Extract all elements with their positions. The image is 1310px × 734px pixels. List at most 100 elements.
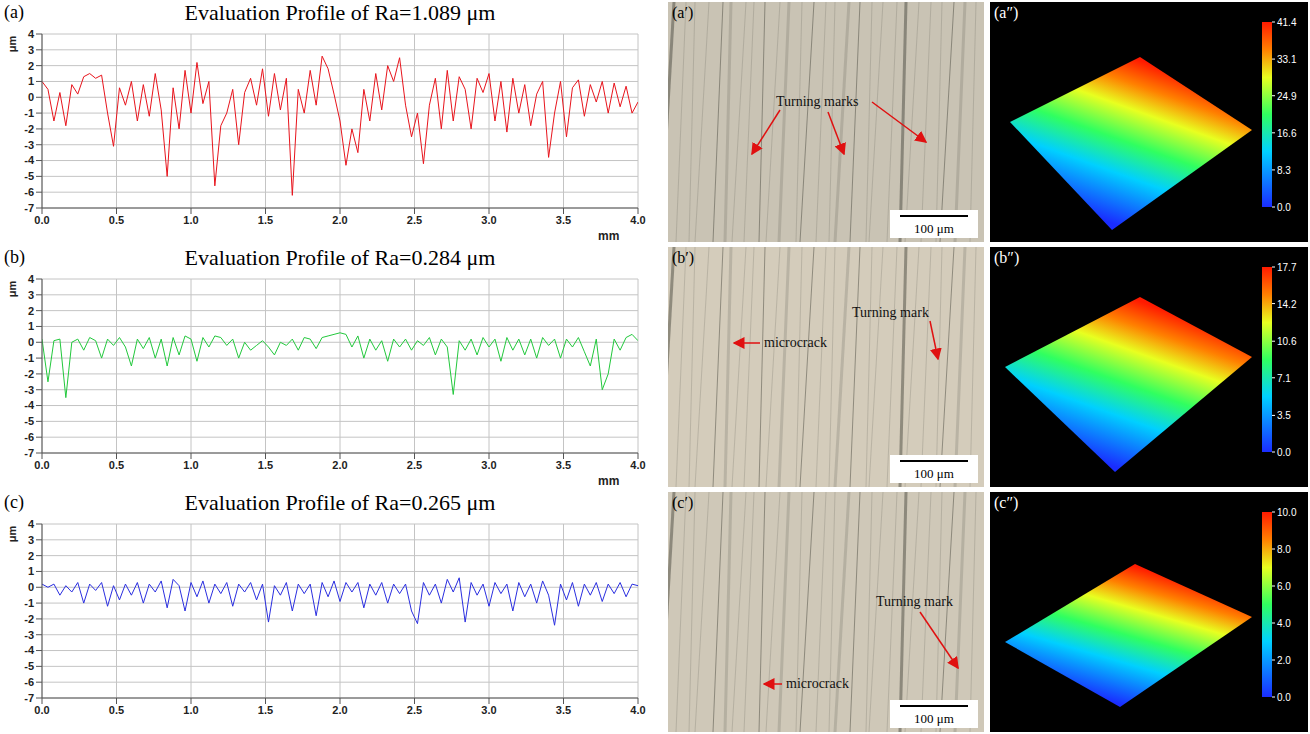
svg-text:2: 2 xyxy=(28,60,34,72)
svg-text:-1: -1 xyxy=(24,107,34,119)
svg-text:2.5: 2.5 xyxy=(407,459,422,471)
svg-text:0.0: 0.0 xyxy=(1277,202,1291,213)
svg-text:microcrack: microcrack xyxy=(764,335,827,350)
svg-text:4: 4 xyxy=(28,28,35,40)
svg-text:-5: -5 xyxy=(24,170,34,182)
svg-text:1.5: 1.5 xyxy=(258,214,273,226)
svg-text:1: 1 xyxy=(28,320,34,332)
svg-text:16.6: 16.6 xyxy=(1277,128,1297,139)
svg-text:2.0: 2.0 xyxy=(332,459,347,471)
svg-text:41.4: 41.4 xyxy=(1277,17,1297,28)
svg-text:1.5: 1.5 xyxy=(258,704,273,716)
svg-text:-5: -5 xyxy=(24,415,34,427)
svg-text:0.0: 0.0 xyxy=(34,704,49,716)
svg-text:3.5: 3.5 xyxy=(556,704,571,716)
svg-text:Turning marks: Turning marks xyxy=(776,94,858,109)
svg-text:33.1: 33.1 xyxy=(1277,54,1297,65)
svg-text:-2: -2 xyxy=(24,613,34,625)
svg-text:3.5: 3.5 xyxy=(1277,410,1291,421)
svg-text:3: 3 xyxy=(28,44,34,56)
svg-text:24.9: 24.9 xyxy=(1277,91,1297,102)
svg-text:-4: -4 xyxy=(24,154,35,166)
svg-text:-7: -7 xyxy=(24,202,34,214)
svg-text:100 μm: 100 μm xyxy=(914,221,954,236)
svg-text:0: 0 xyxy=(28,91,34,103)
svg-text:2.0: 2.0 xyxy=(1277,655,1291,666)
svg-text:2.0: 2.0 xyxy=(332,214,347,226)
svg-text:17.7: 17.7 xyxy=(1277,262,1297,273)
svg-text:1.0: 1.0 xyxy=(183,704,198,716)
svg-text:0.0: 0.0 xyxy=(1277,692,1291,703)
html-text:Evaluation Profile of Ra=1.089: Evaluation Profile of Ra=1.089 μm xyxy=(184,0,496,25)
svg-text:0.0: 0.0 xyxy=(1277,447,1291,458)
svg-text:-7: -7 xyxy=(24,447,34,459)
svg-text:4.0: 4.0 xyxy=(1277,618,1291,629)
svg-text:1.0: 1.0 xyxy=(183,214,198,226)
svg-text:-6: -6 xyxy=(24,676,34,688)
svg-text:4: 4 xyxy=(28,518,35,530)
html-text:(b): (b) xyxy=(4,247,25,267)
svg-text:1.5: 1.5 xyxy=(258,459,273,471)
svg-text:2.5: 2.5 xyxy=(407,704,422,716)
svg-text:4.0: 4.0 xyxy=(630,704,645,716)
html-text:Evaluation Profile of Ra=0.284: Evaluation Profile of Ra=0.284 μm xyxy=(184,245,496,270)
svg-text:2: 2 xyxy=(28,550,34,562)
svg-text:-2: -2 xyxy=(24,368,34,380)
html-text:Evaluation Profile of Ra=0.265: Evaluation Profile of Ra=0.265 μm xyxy=(184,490,496,515)
html-text:(c): (c) xyxy=(4,492,24,512)
svg-text:1.0: 1.0 xyxy=(183,459,198,471)
svg-text:microcrack: microcrack xyxy=(786,676,849,691)
svg-text:Turning mark: Turning mark xyxy=(876,594,953,609)
svg-text:100 μm: 100 μm xyxy=(914,466,954,481)
svg-text:-1: -1 xyxy=(24,352,34,364)
html-text:(a″): (a″) xyxy=(994,4,1019,21)
svg-text:-7: -7 xyxy=(24,692,34,704)
svg-text:-6: -6 xyxy=(24,431,34,443)
svg-text:100 μm: 100 μm xyxy=(914,711,954,726)
svg-text:3.0: 3.0 xyxy=(481,704,496,716)
svg-text:10.6: 10.6 xyxy=(1277,336,1297,347)
svg-text:4: 4 xyxy=(28,273,35,285)
svg-text:-3: -3 xyxy=(24,139,34,151)
svg-text:0: 0 xyxy=(28,336,34,348)
svg-text:3: 3 xyxy=(28,289,34,301)
svg-text:1: 1 xyxy=(28,565,34,577)
svg-text:4.0: 4.0 xyxy=(630,459,645,471)
html-text:(a): (a) xyxy=(4,2,24,22)
svg-text:3.5: 3.5 xyxy=(556,459,571,471)
html-text:(b″): (b″) xyxy=(994,249,1020,266)
svg-text:7.1: 7.1 xyxy=(1277,373,1291,384)
svg-text:0.5: 0.5 xyxy=(109,214,124,226)
svg-text:0: 0 xyxy=(28,581,34,593)
svg-text:6.0: 6.0 xyxy=(1277,581,1291,592)
html-text:(a′): (a′) xyxy=(672,4,694,21)
svg-text:8.3: 8.3 xyxy=(1277,165,1291,176)
svg-text:-3: -3 xyxy=(24,384,34,396)
html-text:(c′): (c′) xyxy=(672,494,694,511)
svg-text:10.0: 10.0 xyxy=(1277,507,1297,518)
svg-text:3.0: 3.0 xyxy=(481,214,496,226)
svg-text:3.5: 3.5 xyxy=(556,214,571,226)
svg-text:14.2: 14.2 xyxy=(1277,299,1297,310)
svg-text:-5: -5 xyxy=(24,660,34,672)
svg-text:-4: -4 xyxy=(24,644,35,656)
svg-text:0.5: 0.5 xyxy=(109,459,124,471)
svg-text:3: 3 xyxy=(28,534,34,546)
svg-text:0.0: 0.0 xyxy=(34,214,49,226)
svg-text:-4: -4 xyxy=(24,399,35,411)
svg-text:2.0: 2.0 xyxy=(332,704,347,716)
svg-text:1: 1 xyxy=(28,75,34,87)
svg-text:Turning mark: Turning mark xyxy=(852,305,929,320)
svg-text:0.5: 0.5 xyxy=(109,704,124,716)
svg-text:8.0: 8.0 xyxy=(1277,544,1291,555)
svg-text:-6: -6 xyxy=(24,186,34,198)
html-text:(b′): (b′) xyxy=(672,249,695,266)
svg-text:-1: -1 xyxy=(24,597,34,609)
svg-text:-3: -3 xyxy=(24,629,34,641)
svg-text:0.0: 0.0 xyxy=(34,459,49,471)
svg-text:3.0: 3.0 xyxy=(481,459,496,471)
svg-text:-2: -2 xyxy=(24,123,34,135)
svg-text:2.5: 2.5 xyxy=(407,214,422,226)
svg-text:4.0: 4.0 xyxy=(630,214,645,226)
svg-text:2: 2 xyxy=(28,305,34,317)
